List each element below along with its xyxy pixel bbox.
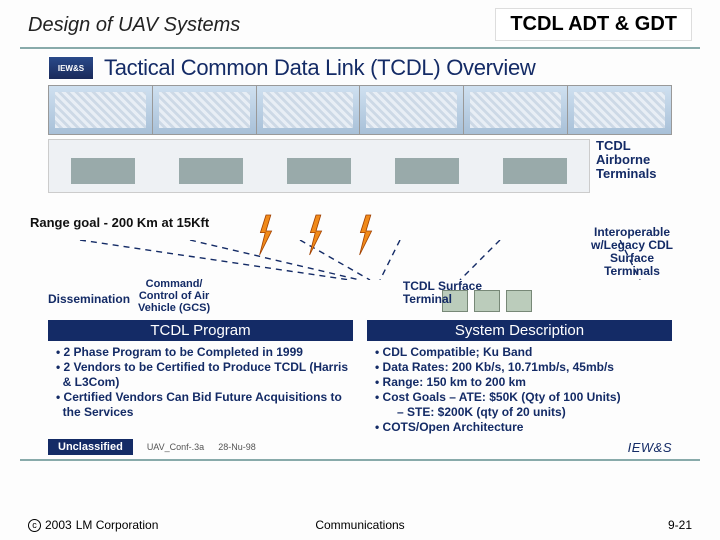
org-mark: IEW&S: [628, 440, 672, 455]
bullet: & L3Com): [56, 375, 351, 390]
bolt-icon: [308, 212, 324, 258]
aircraft-strip: [48, 85, 672, 135]
footer-center: Communications: [315, 518, 404, 532]
aircraft-cell: [49, 86, 153, 134]
slide-title: Tactical Common Data Link (TCDL) Overvie…: [104, 55, 535, 81]
bullet: • Cost Goals – ATE: $50K (Qty of 100 Uni…: [375, 390, 670, 405]
surface-terminal-label: TCDL Surface Terminal: [403, 280, 482, 306]
header-rule: [20, 47, 700, 49]
bullet: • 2 Vendors to be Certified to Produce T…: [56, 360, 351, 375]
bolt-icon: [358, 212, 374, 258]
aircraft-cell: [360, 86, 464, 134]
command-control-label: Command/ Control of Air Vehicle (GCS): [138, 278, 210, 314]
columns: TCDL Program • 2 Phase Program to be Com…: [48, 320, 672, 435]
classification-label: Unclassified: [48, 439, 133, 455]
conf-id: UAV_Conf-.3a: [147, 442, 204, 452]
bullet-sub: – STE: $200K (qty of 20 units): [375, 405, 670, 420]
adt-label: TCDL Airborne Terminals: [590, 139, 672, 181]
bullet: • Data Rates: 200 Kb/s, 10.71mb/s, 45mb/…: [375, 360, 670, 375]
classification-row: Unclassified UAV_Conf-.3a 28-Nu-98 IEW&S: [48, 439, 672, 455]
aircraft-cell: [153, 86, 257, 134]
adt-row: TCDL Airborne Terminals: [48, 139, 672, 193]
adt-terminals-strip: [48, 139, 590, 193]
conf-date: 28-Nu-98: [218, 442, 256, 452]
footer: c 2003 LM Corporation Communications 9-2…: [28, 518, 692, 532]
bullet: • 2 Phase Program to be Completed in 199…: [56, 345, 351, 360]
aircraft-cell: [257, 86, 361, 134]
header: Design of UAV Systems TCDL ADT & GDT: [28, 8, 692, 41]
col-bullets: • CDL Compatible; Ku Band • Data Rates: …: [367, 341, 672, 435]
dissemination-label: Dissemination: [48, 292, 130, 306]
header-right: TCDL ADT & GDT: [495, 8, 692, 41]
col-system-description: System Description • CDL Compatible; Ku …: [367, 320, 672, 435]
copyright: c 2003 LM Corporation: [28, 518, 158, 532]
interop-label: Interoperable w/Legacy CDL Surface Termi…: [582, 226, 682, 278]
aircraft-cell: [568, 86, 671, 134]
page-number: 9-21: [668, 518, 692, 532]
mid-diagram: Dissemination Command/ Control of Air Ve…: [48, 230, 672, 318]
col-bullets: • 2 Phase Program to be Completed in 199…: [48, 341, 353, 420]
col-tcdl-program: TCDL Program • 2 Phase Program to be Com…: [48, 320, 353, 435]
bullet: the Services: [56, 405, 351, 420]
col-heading: System Description: [367, 320, 672, 341]
copyright-holder: LM Corporation: [76, 518, 159, 532]
footer-rule: [20, 459, 700, 461]
slide: Design of UAV Systems TCDL ADT & GDT IEW…: [0, 0, 720, 540]
iews-logo: IEW&S: [48, 56, 94, 80]
copyright-icon: c: [28, 519, 41, 532]
title-row: IEW&S Tactical Common Data Link (TCDL) O…: [48, 55, 672, 81]
col-heading: TCDL Program: [48, 320, 353, 341]
bullet: • Certified Vendors Can Bid Future Acqui…: [56, 390, 351, 405]
bolt-icon: [258, 212, 274, 258]
header-left: Design of UAV Systems: [28, 8, 240, 37]
bullet: • COTS/Open Architecture: [375, 420, 670, 435]
bullet: • CDL Compatible; Ku Band: [375, 345, 670, 360]
copyright-year: 2003: [45, 518, 72, 532]
lightning-bolts: [258, 212, 374, 258]
bullet: • Range: 150 km to 200 km: [375, 375, 670, 390]
aircraft-cell: [464, 86, 568, 134]
